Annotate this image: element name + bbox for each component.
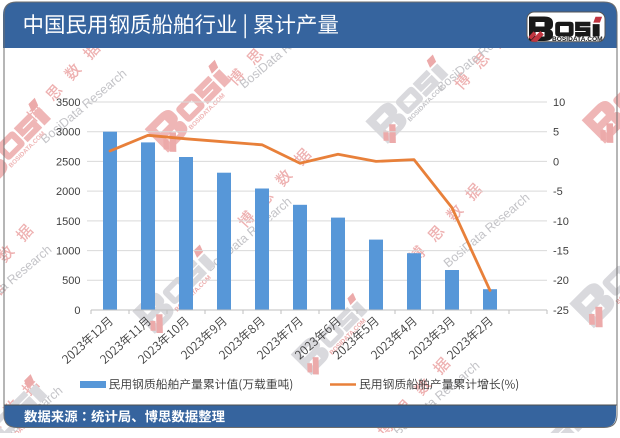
svg-text:3000: 3000 xyxy=(56,127,80,139)
svg-text:0: 0 xyxy=(553,156,559,168)
svg-text:10: 10 xyxy=(553,97,565,109)
svg-text:-20: -20 xyxy=(553,275,569,287)
svg-text:3500: 3500 xyxy=(56,97,80,109)
svg-text:-5: -5 xyxy=(553,186,563,198)
svg-text:2000: 2000 xyxy=(56,186,80,198)
svg-text:1500: 1500 xyxy=(56,216,80,228)
svg-text:5: 5 xyxy=(553,127,559,139)
svg-text:500: 500 xyxy=(62,275,80,287)
svg-text:-15: -15 xyxy=(553,246,569,258)
svg-text:0: 0 xyxy=(74,305,80,317)
svg-text:-10: -10 xyxy=(553,216,569,228)
svg-text:1000: 1000 xyxy=(56,246,80,258)
svg-text:2500: 2500 xyxy=(56,156,80,168)
svg-text:-25: -25 xyxy=(553,305,569,317)
